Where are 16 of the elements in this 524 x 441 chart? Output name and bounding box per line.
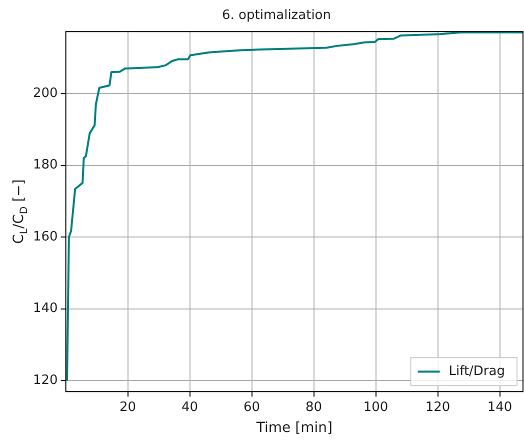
x-tick-label: 80 — [306, 400, 322, 415]
x-tick-label: 100 — [363, 400, 388, 415]
y-tick-label: 140 — [32, 301, 58, 316]
y-tick-label: 180 — [32, 158, 58, 173]
x-tick-label: 120 — [425, 400, 450, 415]
x-tick-label: 140 — [487, 400, 512, 415]
y-tick-label: 160 — [32, 229, 58, 244]
x-tick-label: 20 — [120, 400, 136, 415]
x-tick-label: 40 — [182, 400, 198, 415]
x-axis-title: Time [min] — [255, 420, 332, 436]
legend-label: Lift/Drag — [448, 364, 506, 379]
x-tick-label: 60 — [244, 400, 260, 415]
y-axis-title: CL/CD [−] — [11, 179, 30, 244]
chart-title: 6. optimalization — [222, 8, 331, 24]
y-tick-label: 200 — [32, 86, 58, 102]
y-tick-label: 120 — [32, 372, 58, 388]
